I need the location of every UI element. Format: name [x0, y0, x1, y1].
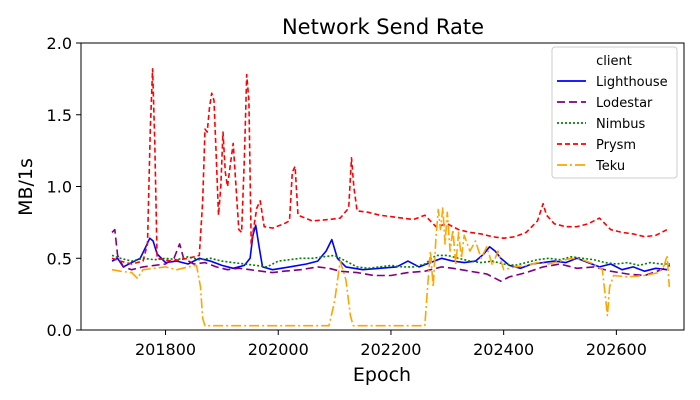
y-tick-label: 2.0: [47, 34, 72, 53]
y-axis: 0.0 0.5 1.0 1.5 2.0: [47, 34, 81, 340]
x-axis-label: Epoch: [353, 364, 411, 386]
legend-label-lodestar: Lodestar: [596, 96, 653, 111]
y-tick-label: 1.5: [47, 106, 72, 125]
series-line-nimbus: [111, 254, 670, 270]
y-axis-label: MB/1s: [15, 158, 37, 216]
series-line-lodestar: [111, 228, 671, 282]
legend-box: [551, 46, 678, 179]
x-tick-label: 202200: [360, 340, 421, 359]
legend-label-prysm: Prysm: [596, 138, 636, 153]
plot-area: [111, 68, 671, 327]
legend-label-teku: Teku: [595, 159, 625, 174]
series-line-teku: [111, 207, 671, 327]
x-tick-label: 202000: [248, 340, 309, 359]
series-line-lighthouse: [111, 224, 668, 272]
y-tick-label: 0.5: [47, 249, 72, 268]
x-tick-label: 202600: [586, 340, 647, 359]
x-tick-label: 202400: [473, 340, 534, 359]
legend-label-nimbus: Nimbus: [596, 117, 645, 132]
legend-label-lighthouse: Lighthouse: [596, 75, 668, 90]
legend: client Lighthouse Lodestar Nimbus Prysm Teku: [551, 46, 678, 179]
legend-items: Lighthouse Lodestar Nimbus Prysm Teku: [557, 75, 668, 174]
legend-title: client: [596, 54, 632, 69]
y-tick-label: 0.0: [47, 321, 72, 340]
series-line-prysm: [111, 68, 668, 265]
chart-title: Network Send Rate: [282, 15, 484, 39]
y-tick-label: 1.0: [47, 178, 72, 197]
x-tick-label: 201800: [135, 340, 196, 359]
x-axis: 201800 202000 202200 202400 202600: [135, 330, 647, 359]
